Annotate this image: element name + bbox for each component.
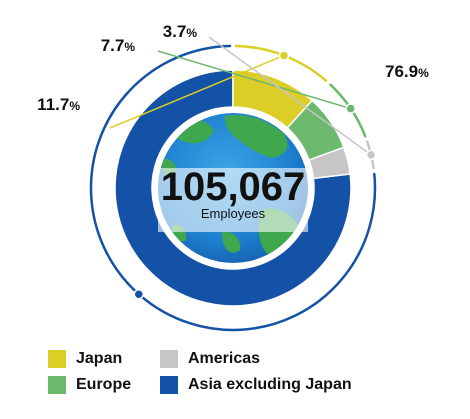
callout-dot-asia-excluding-japan [133, 288, 145, 300]
callout-line-japan [109, 54, 285, 129]
value-label-asia-excluding-japan: 76.9% [385, 62, 429, 81]
total-value: 105,067 [161, 165, 306, 209]
total-label: Employees [201, 206, 266, 221]
callout-line-europe [157, 50, 351, 110]
legend-swatch [160, 350, 178, 368]
center-panel [158, 168, 308, 232]
legend-item-japan: Japan [48, 348, 122, 370]
legend-swatch [48, 350, 66, 368]
value-label-japan: 11.7% [37, 95, 80, 114]
callout-dot-americas [365, 149, 377, 161]
callout-dot-europe [345, 103, 356, 114]
globe-image [158, 113, 308, 263]
legend: Japan Americas Europe Asia excluding Jap… [48, 344, 448, 404]
legend-item-europe: Europe [48, 374, 131, 396]
legend-swatch [48, 376, 66, 394]
callout-dot-japan [278, 50, 290, 61]
slice-americas [308, 146, 351, 180]
slice-asia-excluding-japan [114, 69, 352, 307]
legend-swatch [160, 376, 178, 394]
donut-slices [114, 69, 352, 307]
value-label-americas: 3.7% [163, 22, 198, 41]
callout-line-americas [208, 36, 372, 156]
donut-chart: 76.9% 11.7% 7.7% 3.7% 105,067 Employees [37, 22, 429, 332]
legend-label: Japan [76, 350, 123, 367]
legend-label: Americas [188, 350, 261, 367]
legend-item-asia-excluding-japan: Asia excluding Japan [160, 374, 352, 396]
legend-item-americas: Americas [160, 348, 260, 370]
callouts: 76.9% 11.7% 7.7% 3.7% [37, 22, 429, 300]
value-label-europe: 7.7% [101, 36, 136, 55]
legend-label: Asia excluding Japan [188, 376, 352, 393]
legend-label: Europe [76, 376, 132, 393]
